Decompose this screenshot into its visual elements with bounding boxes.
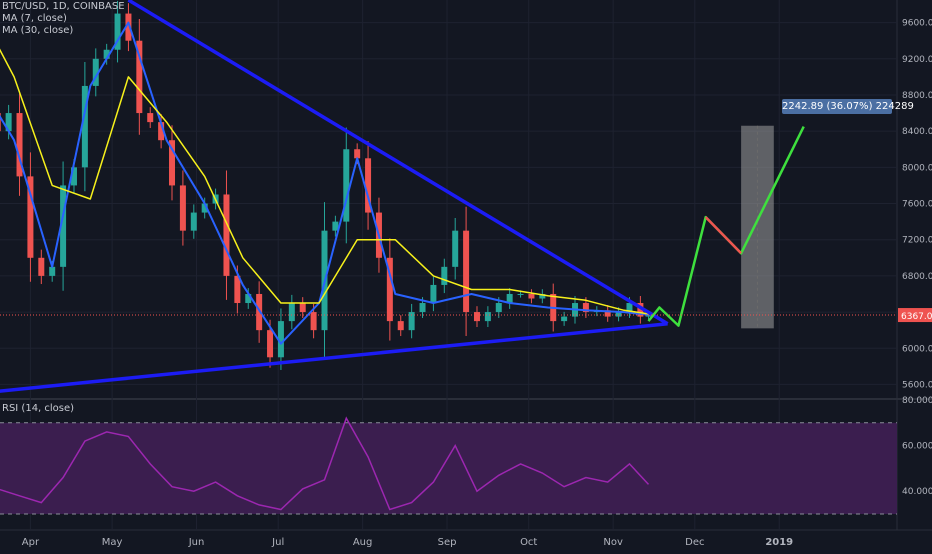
candle-body bbox=[452, 230, 459, 267]
candle-body bbox=[365, 158, 372, 213]
candle-body bbox=[354, 149, 361, 159]
candle-body bbox=[201, 203, 208, 213]
candle-body bbox=[114, 13, 121, 50]
candle-body bbox=[408, 312, 415, 331]
candle-body bbox=[495, 303, 502, 313]
rsi-tick-label: 40.0000 bbox=[902, 487, 932, 497]
candle-body bbox=[430, 284, 437, 304]
y-tick-label: 8000.00 bbox=[902, 163, 932, 173]
candle-body bbox=[463, 230, 470, 313]
candle-body bbox=[70, 167, 77, 186]
candle-body bbox=[16, 113, 23, 177]
candle-body bbox=[223, 194, 230, 276]
candle-body bbox=[332, 221, 339, 231]
candle-body bbox=[299, 303, 306, 313]
candle-body bbox=[397, 321, 404, 331]
candle-body bbox=[582, 303, 589, 313]
y-tick-label: 8800.00 bbox=[902, 91, 932, 101]
x-tick-label: Dec bbox=[685, 537, 704, 548]
candle-body bbox=[637, 303, 644, 317]
rsi-tick-label: 60.0000 bbox=[902, 442, 932, 452]
trendline-upper bbox=[127, 0, 669, 326]
candle-body bbox=[81, 85, 88, 168]
candle-body bbox=[60, 185, 67, 267]
measure-label: 2242.89 (36.07%) 224289 bbox=[782, 99, 914, 114]
rsi-line bbox=[0, 416, 650, 511]
candle-body bbox=[136, 40, 143, 114]
candle-body bbox=[125, 13, 132, 41]
x-tick-label: May bbox=[102, 537, 123, 548]
y-tick-label: 9200.00 bbox=[902, 55, 932, 65]
x-tick-label: Aug bbox=[353, 537, 373, 548]
rsi-band bbox=[0, 422, 897, 515]
x-tick-label: Sep bbox=[438, 537, 457, 548]
candle-body bbox=[103, 49, 110, 59]
x-tick-label: Nov bbox=[603, 537, 623, 548]
x-tick-label: Jun bbox=[188, 537, 205, 548]
x-tick-label: 2019 bbox=[765, 537, 793, 548]
price-badge-bg bbox=[898, 308, 932, 323]
candle-body bbox=[441, 266, 448, 285]
symbol-legend: BTC/USD, 1D, COINBASE bbox=[2, 1, 125, 12]
candle-body bbox=[473, 312, 480, 322]
candle-body bbox=[615, 312, 622, 317]
y-tick-label: 5600.00 bbox=[902, 380, 932, 390]
candle-body bbox=[539, 293, 546, 299]
ma30-line bbox=[0, 48, 649, 315]
projection-path bbox=[647, 126, 805, 327]
price-badge-text: 6367.00 bbox=[901, 312, 932, 322]
rsi-legend: RSI (14, close) bbox=[2, 403, 75, 414]
candle-body bbox=[517, 293, 524, 295]
y-tick-label: 7600.00 bbox=[902, 200, 932, 210]
candle-body bbox=[604, 310, 611, 317]
candle-body bbox=[158, 122, 165, 141]
candle-body bbox=[386, 257, 393, 322]
x-tick-label: Jul bbox=[271, 537, 284, 548]
y-tick-label: 9600.00 bbox=[902, 19, 932, 29]
ma7-legend: MA (7, close) bbox=[2, 13, 67, 24]
candle-body bbox=[419, 303, 426, 313]
candle-body bbox=[561, 316, 568, 322]
candle-body bbox=[343, 149, 350, 222]
candle-body bbox=[645, 315, 652, 317]
candle-body bbox=[626, 303, 633, 313]
candle-body bbox=[245, 293, 252, 304]
trendline-lower bbox=[0, 322, 668, 393]
candle-body bbox=[169, 140, 176, 186]
candle-body bbox=[484, 312, 491, 322]
projection-down-segment bbox=[704, 216, 742, 255]
candle-body bbox=[528, 293, 535, 299]
candle-body bbox=[256, 293, 263, 331]
candle-body bbox=[5, 113, 12, 132]
y-tick-label: 6000.00 bbox=[902, 344, 932, 354]
rsi-tick-label: 80.0000 bbox=[902, 396, 932, 406]
candle-body bbox=[277, 321, 284, 358]
y-tick-label: 8400.00 bbox=[902, 127, 932, 137]
y-tick-label: 7200.00 bbox=[902, 236, 932, 246]
candle-body bbox=[49, 266, 56, 276]
ma30-legend: MA (30, close) bbox=[2, 25, 74, 36]
y-tick-label: 6800.00 bbox=[902, 272, 932, 282]
x-tick-label: Apr bbox=[22, 537, 40, 548]
candle-body bbox=[310, 312, 317, 331]
candle-body bbox=[147, 113, 154, 123]
candle-body bbox=[92, 58, 99, 86]
candle-body bbox=[234, 275, 241, 304]
x-tick-label: Oct bbox=[520, 537, 537, 548]
candle-body bbox=[506, 293, 513, 304]
candle-body bbox=[288, 303, 295, 322]
candle-body bbox=[27, 176, 34, 258]
candle-body bbox=[38, 257, 45, 276]
candle-body bbox=[267, 330, 274, 358]
candle-body bbox=[179, 185, 186, 231]
candle-body bbox=[190, 212, 197, 231]
candle-body bbox=[0, 113, 1, 132]
